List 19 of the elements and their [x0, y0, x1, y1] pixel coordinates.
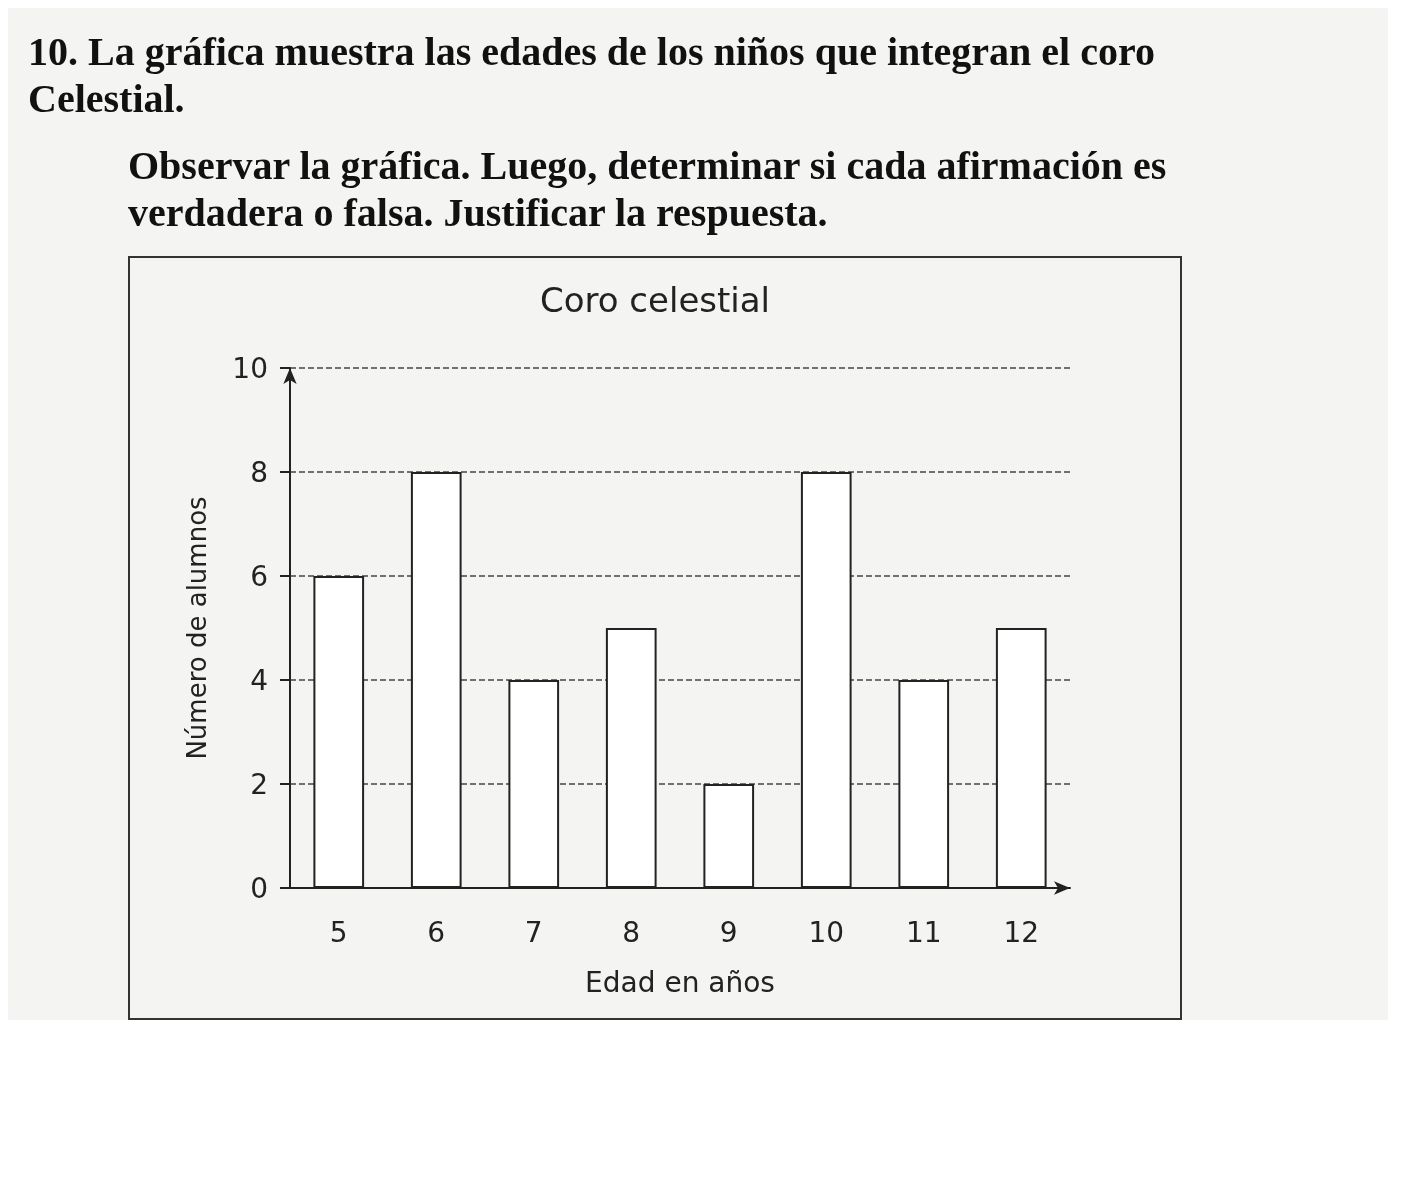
chart-title: 10. La gráfica muestra las edades de los niños que integran el coro Celestial. [27, 28, 1156, 123]
x-tick-label: 7 [524, 915, 543, 949]
x-tick-label: 12 [1003, 915, 1040, 949]
x-tick-label: 11 [905, 915, 942, 949]
y-tick-label: 2 [250, 767, 268, 801]
x-tick-label: 8 [622, 915, 641, 949]
x-tick-label: 10 [808, 915, 845, 949]
y-tick-label: 6 [250, 559, 268, 593]
chart-subtitle: Observar la gráfica. Luego, determinar si cada afirmación es verdadera o falsa. Justificar la respuesta. [127, 142, 1168, 237]
y-tick-label: 0 [250, 871, 268, 905]
y-axis-title: Número de alumnos [182, 496, 212, 760]
y-tick-label: 4 [250, 663, 268, 697]
y-tick-label: 8 [250, 455, 268, 489]
x-axis-title: Edad en años [585, 965, 775, 999]
text: Coro celestial [539, 280, 771, 320]
y-tick-label: 10 [232, 351, 268, 385]
x-tick-label: 9 [719, 915, 738, 949]
x-tick-label: 6 [427, 915, 446, 949]
x-tick-label: 5 [329, 915, 348, 949]
